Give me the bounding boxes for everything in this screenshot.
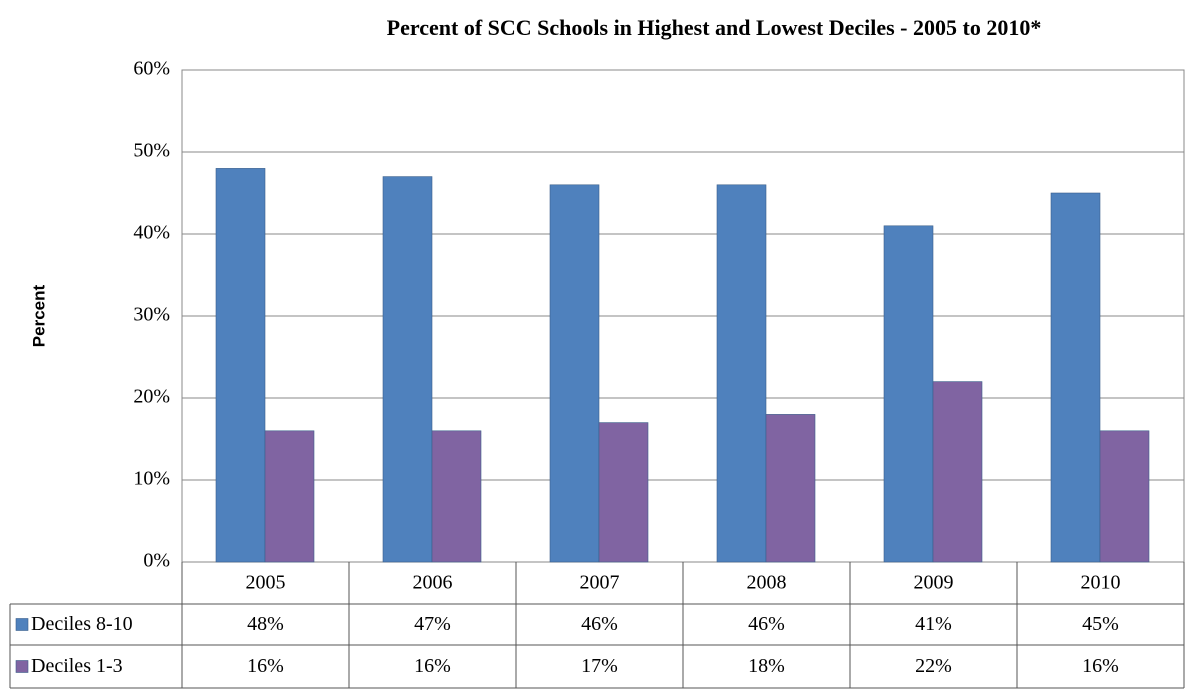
bar	[264, 430, 315, 563]
bar	[883, 225, 934, 563]
bar	[549, 184, 600, 563]
table-cell: 41%	[915, 613, 952, 635]
y-tick-label: 20%	[133, 386, 170, 408]
table-cell: 46%	[581, 613, 618, 635]
y-tick-label: 50%	[133, 140, 170, 162]
bar	[765, 414, 816, 563]
bar	[932, 381, 983, 563]
table-cell: 48%	[247, 613, 284, 635]
table-cell: 46%	[748, 613, 785, 635]
table-cell: 18%	[748, 655, 785, 677]
table-cell: 47%	[414, 613, 451, 635]
chart-title: Percent of SCC Schools in Highest and Lo…	[387, 15, 1042, 40]
bar	[431, 430, 482, 563]
bar	[716, 184, 767, 563]
table-cell: 16%	[247, 655, 284, 677]
table-cell: 22%	[915, 655, 952, 677]
x-tick-label: 2007	[580, 572, 620, 594]
y-axis-label: Percent	[29, 284, 48, 347]
x-tick-label: 2009	[914, 572, 954, 594]
table-cell: 17%	[581, 655, 618, 677]
table-cell: 45%	[1082, 613, 1119, 635]
legend-label: Deciles 1-3	[31, 655, 123, 677]
bar	[1050, 192, 1101, 563]
bar	[1099, 430, 1150, 563]
y-tick-label: 0%	[143, 550, 170, 572]
bar	[598, 422, 649, 563]
x-tick-label: 2006	[413, 572, 453, 594]
y-tick-label: 40%	[133, 222, 170, 244]
legend-key	[15, 660, 29, 673]
x-tick-label: 2005	[246, 572, 286, 594]
y-tick-label: 10%	[133, 468, 170, 490]
legend-key	[15, 618, 29, 631]
table-cell: 16%	[1082, 655, 1119, 677]
table-cell: 16%	[414, 655, 451, 677]
bar	[215, 168, 266, 563]
y-tick-label: 60%	[133, 58, 170, 80]
legend-label: Deciles 8-10	[31, 613, 133, 635]
x-tick-label: 2010	[1081, 572, 1121, 594]
y-tick-label: 30%	[133, 304, 170, 326]
x-tick-label: 2008	[747, 572, 787, 594]
bar	[382, 176, 433, 563]
